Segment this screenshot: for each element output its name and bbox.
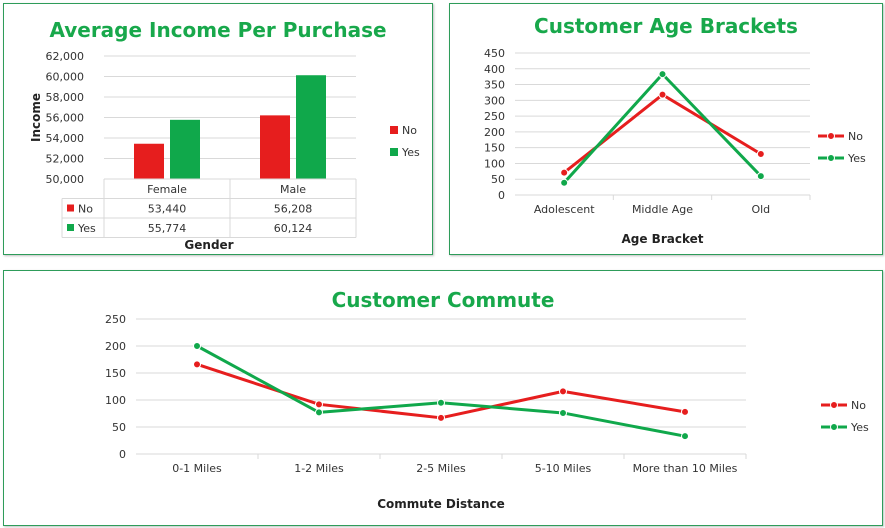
- legend-label-yes: Yes: [850, 421, 869, 434]
- y-tick-label: 52,000: [46, 153, 85, 166]
- y-tick-label: 58,000: [46, 91, 85, 104]
- y-tick-label: 60,000: [46, 71, 85, 84]
- legend-marker-no: [827, 132, 835, 140]
- data-point-yes: [658, 70, 667, 79]
- y-tick-label: 400: [484, 63, 505, 76]
- data-point-yes: [193, 342, 201, 350]
- x-tick-label: Adolescent: [534, 203, 595, 216]
- y-tick-label: 62,000: [46, 50, 85, 63]
- series-line-no: [563, 93, 762, 174]
- y-tick-label: 50: [112, 421, 126, 434]
- legend-label-yes: Yes: [847, 152, 866, 165]
- table-header-male: Male: [280, 183, 306, 196]
- legend-label-no: No: [402, 124, 417, 137]
- data-point-no: [437, 413, 445, 422]
- bar-no-female: [134, 143, 164, 179]
- age-chart-panel: Customer Age Brackets 450 400 350 300 250 200…: [449, 3, 883, 255]
- y-tick-label: 0: [119, 448, 126, 461]
- x-tick-label: Old: [751, 203, 770, 216]
- data-point-yes: [437, 398, 445, 407]
- x-tick-label: More than 10 Miles: [633, 462, 738, 475]
- x-tick-label: 5-10 Miles: [535, 462, 592, 475]
- bar-yes-female: [170, 119, 200, 179]
- y-tick-label: 56,000: [46, 112, 85, 125]
- y-tick-label: 250: [105, 313, 126, 326]
- series-line-no: [196, 362, 686, 420]
- y-tick-label: 300: [484, 94, 505, 107]
- legend-marker-no: [830, 401, 838, 409]
- age-line-chart: 450 400 350 300 250 200 150 100 50 0 Adolescent Mid…: [484, 47, 866, 246]
- y-tick-label: 200: [105, 340, 126, 353]
- data-point-yes: [681, 432, 689, 441]
- y-tick-label: 100: [105, 394, 126, 407]
- y-tick-label: 450: [484, 47, 505, 60]
- commute-line-chart: 250 200 150 100 50 0 0-1 Miles 1-2 Miles 2-5 Mil…: [105, 313, 869, 511]
- y-tick-label: 54,000: [46, 132, 85, 145]
- income-chart-panel: Average Income Per Purchase 62,000 60,000…: [3, 3, 433, 255]
- data-point-no: [315, 400, 323, 409]
- legend-key-yes: [390, 148, 398, 156]
- x-tick-label: 1-2 Miles: [294, 462, 344, 475]
- series-line-yes: [196, 344, 686, 438]
- data-point-no: [193, 360, 201, 369]
- commute-chart-panel: Customer Commute 250 200 150 100 50 0 0-1 Mile…: [3, 270, 883, 526]
- x-axis-title: Gender: [184, 238, 233, 252]
- table-series-label: Yes: [77, 222, 96, 235]
- data-point-no: [658, 90, 667, 99]
- y-tick-label: 0: [498, 189, 505, 202]
- income-chart-title: Average Income Per Purchase: [49, 18, 387, 42]
- x-tick-label: 2-5 Miles: [416, 462, 466, 475]
- table-legend-key: [67, 204, 74, 212]
- table-header-female: Female: [147, 183, 187, 196]
- legend-marker-yes: [827, 154, 835, 162]
- y-tick-label: 100: [484, 157, 505, 170]
- series-line-yes: [563, 72, 762, 184]
- bar-no-male: [260, 115, 290, 179]
- x-tick-label: Middle Age: [632, 203, 693, 216]
- bar-yes-male: [296, 75, 326, 179]
- age-chart-title: Customer Age Brackets: [534, 14, 798, 38]
- data-point-no: [560, 168, 569, 177]
- legend-label-yes: Yes: [401, 146, 420, 159]
- table-value: 60,124: [274, 222, 313, 235]
- legend-key-no: [390, 126, 398, 134]
- y-axis-title: Income: [29, 93, 43, 142]
- data-point-yes: [756, 172, 765, 181]
- x-axis-title: Age Bracket: [621, 232, 703, 246]
- y-tick-label: 350: [484, 79, 505, 92]
- x-axis-title: Commute Distance: [377, 497, 505, 511]
- legend-label-no: No: [848, 130, 863, 143]
- table-value: 55,774: [148, 222, 187, 235]
- y-tick-label: 150: [105, 367, 126, 380]
- table-series-label: No: [78, 203, 93, 216]
- legend-marker-yes: [830, 423, 838, 431]
- y-tick-label: 50: [491, 173, 505, 186]
- y-tick-label: 50,000: [46, 173, 85, 186]
- table-value: 53,440: [148, 203, 187, 216]
- x-tick-label: 0-1 Miles: [172, 462, 222, 475]
- commute-chart-title: Customer Commute: [331, 288, 555, 312]
- data-point-no: [559, 387, 567, 396]
- data-point-no: [756, 149, 765, 158]
- data-point-yes: [560, 178, 569, 187]
- y-tick-label: 200: [484, 126, 505, 139]
- data-point-no: [681, 407, 689, 416]
- y-tick-label: 250: [484, 110, 505, 123]
- y-tick-label: 150: [484, 142, 505, 155]
- income-bar-chart: 62,000 60,000 58,000 56,000 54,000 52,000 50,0…: [29, 50, 420, 252]
- legend-label-no: No: [851, 399, 866, 412]
- table-legend-key: [67, 224, 74, 231]
- data-point-yes: [315, 408, 323, 417]
- data-point-yes: [559, 408, 567, 417]
- table-value: 56,208: [274, 203, 313, 216]
